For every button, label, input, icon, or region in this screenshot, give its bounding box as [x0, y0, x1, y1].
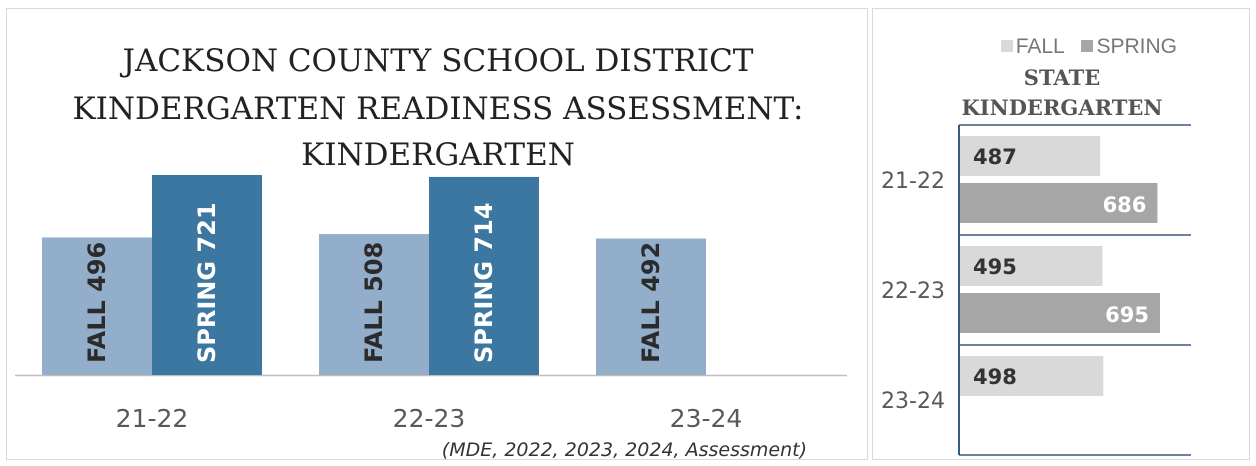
legend-fall-label: FALL [1015, 35, 1064, 58]
data-label-spring-22-23: 695 [1105, 303, 1149, 327]
district-chart-panel: JACKSON COUNTY SCHOOL DISTRICT KINDERGAR… [6, 8, 868, 461]
data-label-fall-21-22: 487 [973, 145, 1017, 169]
bar-spring-22-23 [960, 293, 1160, 333]
y-tick-label-22-23: 22-23 [881, 279, 945, 304]
bar-fall-23-24 [960, 356, 1104, 396]
bar-fall-21-22 [42, 237, 152, 375]
data-label-spring-21-22: SPRING 721 [193, 202, 221, 363]
legend-fall-swatch [1000, 40, 1013, 52]
state-chart-legend: FALL SPRING [1000, 35, 1177, 59]
bar-fall-23-24 [596, 238, 706, 375]
x-tick-label-23-24: 23-24 [670, 404, 743, 433]
legend-spring-label: SPRING [1096, 35, 1177, 58]
bar-spring-22-23 [429, 176, 539, 375]
data-label-fall-22-23: 495 [973, 255, 1017, 279]
source-note: (MDE, 2022, 2023, 2024, Assessment) [442, 439, 807, 461]
x-tick-label-21-22: 21-22 [116, 404, 189, 433]
district-chart-title-line-3: KINDERGARTEN [301, 137, 575, 173]
district-bar-chart: FALL 496 SPRING 721 21-22 FALL 508 SPRING 71… [15, 175, 847, 461]
state-chart-title-line-2: KINDERGARTEN [961, 95, 1163, 120]
bar-fall-21-22 [960, 136, 1101, 176]
x-tick-label-22-23: 22-23 [393, 404, 466, 433]
bar-spring-21-22 [152, 175, 262, 375]
state-bar-chart: 487 686 21-22 495 695 22-23 498 23-24 [881, 124, 1191, 456]
data-label-spring-22-23: SPRING 714 [470, 202, 498, 363]
bar-fall-22-23 [319, 234, 429, 375]
state-chart-title-line-1: STATE [1023, 65, 1101, 90]
legend-spring-swatch [1081, 40, 1094, 52]
data-label-fall-21-22: FALL 496 [83, 242, 111, 363]
data-label-spring-21-22: 686 [1103, 193, 1147, 217]
y-tick-label-21-22: 21-22 [881, 169, 945, 194]
y-tick-label-23-24: 23-24 [881, 389, 945, 414]
bar-fall-22-23 [960, 246, 1103, 286]
district-chart-title-line-1: JACKSON COUNTY SCHOOL DISTRICT [122, 43, 754, 79]
bar-spring-21-22 [960, 183, 1158, 223]
data-label-fall-23-24: FALL 492 [637, 242, 665, 363]
data-label-fall-22-23: FALL 508 [360, 242, 388, 363]
state-chart-panel: FALL SPRING STATE KINDERGARTEN 487 686 21-… [872, 8, 1250, 460]
data-label-fall-23-24: 498 [973, 365, 1017, 389]
district-chart-title-line-2: KINDERGARTEN READINESS ASSESSMENT: [72, 91, 804, 127]
